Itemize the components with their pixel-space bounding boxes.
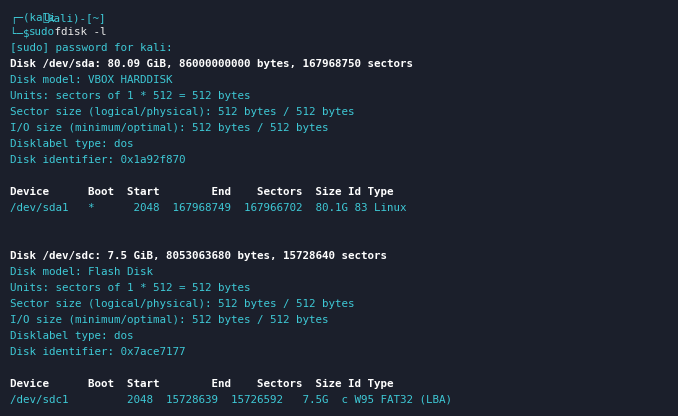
Text: I/O size (minimum/optimal): 512 bytes / 512 bytes: I/O size (minimum/optimal): 512 bytes / … (10, 123, 329, 133)
Text: Ⓚ: Ⓚ (43, 13, 49, 23)
Text: Units: sectors of 1 * 512 = 512 bytes: Units: sectors of 1 * 512 = 512 bytes (10, 283, 250, 293)
Text: kali)-[~]: kali)-[~] (47, 13, 106, 23)
Text: Sector size (logical/physical): 512 bytes / 512 bytes: Sector size (logical/physical): 512 byte… (10, 107, 355, 117)
Text: Disk /dev/sda: 80.09 GiB, 86000000000 bytes, 167968750 sectors: Disk /dev/sda: 80.09 GiB, 86000000000 by… (10, 59, 413, 69)
Text: ┌─(kali: ┌─(kali (10, 13, 56, 24)
Text: /dev/sdc1         2048  15728639  15726592   7.5G  c W95 FAT32 (LBA): /dev/sdc1 2048 15728639 15726592 7.5G c … (10, 395, 452, 405)
Text: Device      Boot  Start        End    Sectors  Size Id Type: Device Boot Start End Sectors Size Id Ty… (10, 187, 393, 197)
Text: sudo: sudo (28, 27, 55, 37)
Text: Disk identifier: 0x1a92f870: Disk identifier: 0x1a92f870 (10, 155, 186, 165)
Text: Sector size (logical/physical): 512 bytes / 512 bytes: Sector size (logical/physical): 512 byte… (10, 299, 355, 309)
Text: Disk model: VBOX HARDDISK: Disk model: VBOX HARDDISK (10, 75, 172, 85)
Text: Disk model: Flash Disk: Disk model: Flash Disk (10, 267, 153, 277)
Text: Disk /dev/sdc: 7.5 GiB, 8053063680 bytes, 15728640 sectors: Disk /dev/sdc: 7.5 GiB, 8053063680 bytes… (10, 251, 387, 261)
Text: Units: sectors of 1 * 512 = 512 bytes: Units: sectors of 1 * 512 = 512 bytes (10, 91, 250, 101)
Text: └─$: └─$ (10, 27, 36, 39)
Text: /dev/sda1   *      2048  167968749  167966702  80.1G 83 Linux: /dev/sda1 * 2048 167968749 167966702 80.… (10, 203, 407, 213)
Text: Device      Boot  Start        End    Sectors  Size Id Type: Device Boot Start End Sectors Size Id Ty… (10, 379, 393, 389)
Text: I/O size (minimum/optimal): 512 bytes / 512 bytes: I/O size (minimum/optimal): 512 bytes / … (10, 315, 329, 325)
Text: Disklabel type: dos: Disklabel type: dos (10, 139, 134, 149)
Text: Disklabel type: dos: Disklabel type: dos (10, 331, 134, 341)
Text: fdisk -l: fdisk -l (47, 27, 106, 37)
Text: Disk identifier: 0x7ace7177: Disk identifier: 0x7ace7177 (10, 347, 186, 357)
Text: [sudo] password for kali:: [sudo] password for kali: (10, 43, 172, 53)
